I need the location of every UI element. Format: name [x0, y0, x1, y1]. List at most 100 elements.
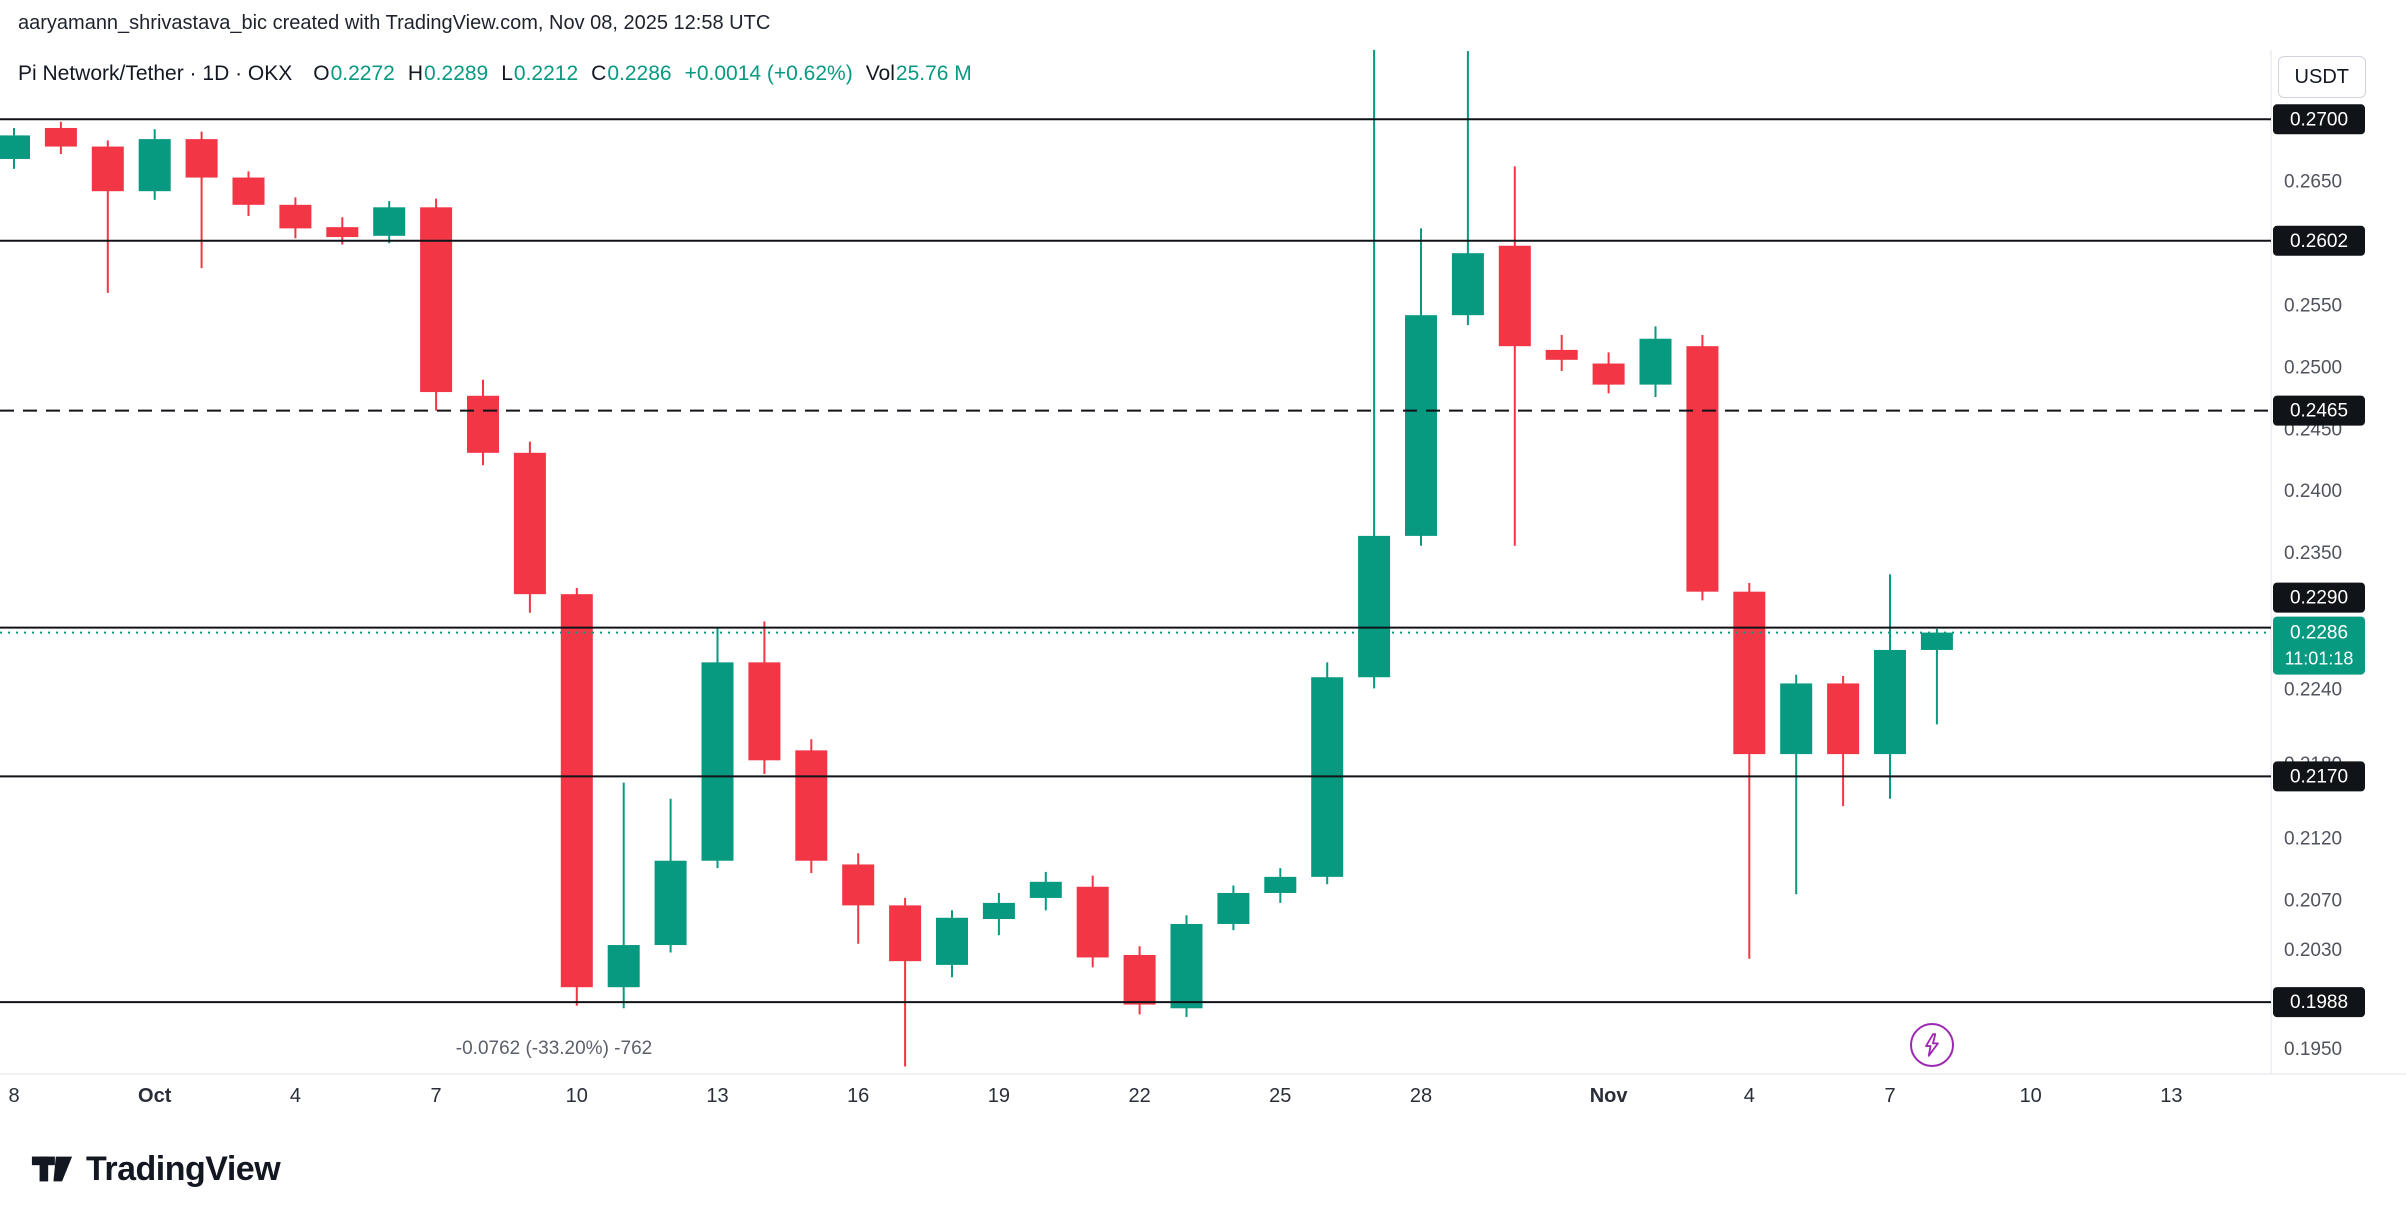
candle-body [1029, 881, 1062, 898]
candle-body [232, 177, 265, 205]
time-axis-label: 8 [8, 1085, 19, 1107]
currency-unit-button[interactable]: USDT [2277, 56, 2366, 98]
candle-body [1874, 649, 1906, 755]
candle-body [279, 204, 312, 229]
volume-value: 25.76 M [895, 62, 972, 85]
current-price-badge [2273, 616, 2365, 675]
lightning-icon [1925, 1033, 1939, 1057]
price-tick-label: 0.2350 [2284, 543, 2342, 564]
candle-nov-7 [1874, 574, 1906, 799]
price-tick-label: 0.2030 [2284, 940, 2342, 961]
time-axis-label: 28 [1410, 1085, 1432, 1107]
close-label: C [591, 62, 607, 85]
price-level-badge-text: 0.1988 [2290, 992, 2348, 1013]
candle-oct-28 [1405, 228, 1437, 546]
candle-body [1451, 253, 1484, 316]
candle-oct-17 [889, 897, 922, 1067]
candle-oct-24 [1217, 885, 1250, 931]
price-level-badge [2273, 395, 2365, 426]
volume-label: Vol [865, 62, 895, 85]
candle-nov-2 [1639, 326, 1672, 398]
candle-oct-29 [1451, 51, 1484, 326]
candle-sep-28 [0, 127, 30, 169]
change-value: +0.0014 (+0.62%) [684, 62, 853, 85]
price-level-badge-text: 0.2170 [2290, 766, 2348, 787]
time-axis-label: 7 [1884, 1085, 1895, 1107]
price-level-badge [2273, 987, 2365, 1018]
candle-body [560, 594, 593, 988]
time-axis-label: 10 [566, 1085, 588, 1107]
time-axis-label: 19 [988, 1085, 1010, 1107]
candle-body [1920, 632, 1953, 650]
candle-body [1827, 683, 1860, 755]
price-tick-label: 0.2120 [2284, 828, 2342, 849]
candle-body [467, 395, 499, 453]
candle-oct-3 [232, 171, 265, 216]
time-axis-label: 16 [847, 1085, 869, 1107]
current-price-value: 0.2286 [2290, 623, 2348, 644]
time-axis-label: 25 [1269, 1085, 1291, 1107]
candle-body [513, 452, 546, 595]
candle-oct-20 [1029, 871, 1062, 911]
tradingview-logo[interactable]: TradingView [30, 1147, 281, 1191]
candle-body [91, 146, 124, 192]
high-label: H [407, 62, 423, 85]
price-level-badge-text: 0.2465 [2290, 401, 2348, 422]
candle-body [1639, 338, 1672, 385]
time-axis-label: 13 [2160, 1085, 2182, 1107]
candle-oct-23 [1170, 915, 1203, 1017]
candle-body [1170, 923, 1203, 1009]
candle-oct-26 [1311, 662, 1344, 885]
measure-annotation: -0.0762 (-33.20%) -762 [455, 1038, 653, 1059]
candle-oct-7 [420, 198, 453, 411]
candle-oct-12 [654, 798, 687, 953]
ohlc-high: H 0.2289 [408, 62, 488, 86]
candle-oct-19 [982, 892, 1015, 936]
candle-oct-11 [607, 782, 640, 1009]
open-label: O [313, 62, 330, 85]
high-value: 0.2289 [424, 62, 489, 85]
candle-oct-9 [513, 441, 546, 613]
time-axis-label: Nov [1590, 1085, 1629, 1107]
candle-body [936, 917, 968, 965]
flash-idea-button[interactable] [1910, 1023, 1954, 1067]
candle-oct-6 [373, 201, 406, 244]
candle-oct-10 [560, 587, 593, 1006]
ohlc-close: C 0.2286 [591, 62, 671, 86]
candle-oct-13 [701, 627, 734, 869]
candle-body [982, 902, 1015, 920]
candle-body [138, 139, 171, 192]
candle-oct-30 [1498, 166, 1531, 546]
candle-oct-31 [1545, 335, 1578, 371]
candle-oct-18 [936, 910, 968, 978]
candle-body [1498, 245, 1531, 347]
candle-oct-25 [1264, 868, 1297, 903]
price-level-badge [2273, 225, 2365, 256]
open-value: 0.2272 [330, 62, 395, 85]
ohlc-low: L 0.2212 [501, 62, 578, 86]
candle-nov-6 [1827, 675, 1860, 807]
symbol-title[interactable]: Pi Network/Tether · 1D · OKX [18, 62, 293, 85]
candle-body [1592, 363, 1625, 385]
candle-body [1545, 349, 1578, 360]
candle-body [1733, 591, 1766, 755]
candle-oct-16 [842, 853, 875, 944]
candle-nov-4 [1733, 583, 1766, 959]
chart-legend: Pi Network/Tether · 1D · OKX O 0.2272 H … [18, 62, 972, 86]
tradingview-logo-icon [31, 1156, 73, 1182]
price-level-badge-text: 0.2700 [2290, 109, 2348, 130]
time-axis-label: 22 [1128, 1085, 1150, 1107]
price-tick-label: 0.2400 [2284, 481, 2342, 502]
price-level-badge-text: 0.2290 [2290, 588, 2348, 609]
candle-oct-8 [467, 379, 499, 466]
candle-nov-1 [1592, 352, 1625, 394]
candle-nov-5 [1780, 674, 1813, 895]
time-axis-label: 4 [1744, 1085, 1755, 1107]
candle-body [44, 127, 77, 147]
low-value: 0.2212 [513, 62, 579, 85]
candle-body [1780, 683, 1813, 755]
candle-sep-29 [44, 121, 77, 154]
time-axis-label: 10 [2020, 1085, 2042, 1107]
candle-body [373, 207, 406, 236]
